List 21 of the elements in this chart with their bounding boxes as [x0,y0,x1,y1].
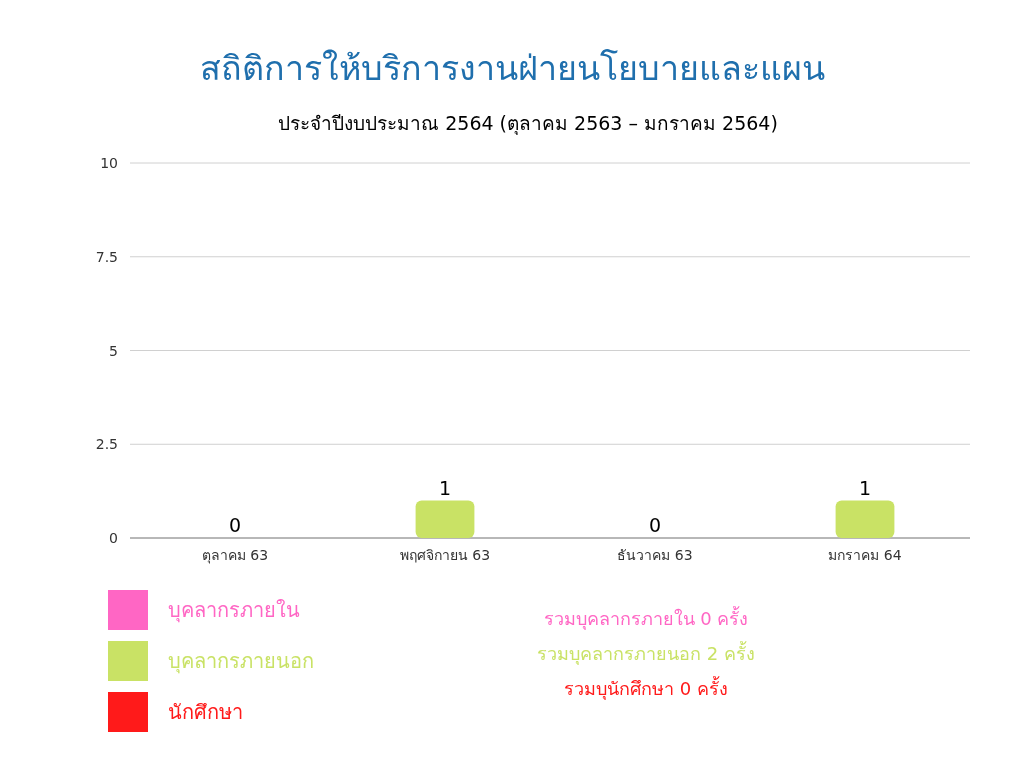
x-tick-label: พฤศจิกายน 63 [399,547,491,563]
chart-subtitle: ประจำปีงบประมาณ 2564 (ตุลาคม 2563 – มกราคม 2564) [278,112,778,136]
legend-label: บุคลากรภายใน [168,598,300,623]
x-tick-label: ตุลาคม 63 [201,547,269,564]
text: รวมบุนักศึกษา 0 ครั้ง [564,676,728,700]
data-label: 1 [858,476,872,499]
data-label: 0 [228,514,242,536]
chart-title: สถิติการให้บริการงานฝ่ายนโยบายและแผน [199,48,825,88]
x-tick-label: มกราคม 64 [828,547,902,563]
y-tick-label: 5 [109,342,118,359]
y-tick-label: 0 [109,530,118,546]
legend-label: บุคลากรภายนอก [168,649,314,674]
legend-label: นักศึกษา [168,700,243,724]
y-tick-label: 7.5 [95,248,118,265]
text: รวมบุคลากรภายใน 0 ครั้ง [543,606,749,630]
data-label: 0 [648,514,662,536]
data-label: 1 [438,476,452,499]
text: รวมบุคลากรภายนอก 2 ครั้ง [537,641,755,665]
y-tick-label: 2.5 [95,436,118,453]
y-tick-label: 10 [100,155,118,171]
x-tick-label: ธันวาคม 63 [617,547,693,563]
